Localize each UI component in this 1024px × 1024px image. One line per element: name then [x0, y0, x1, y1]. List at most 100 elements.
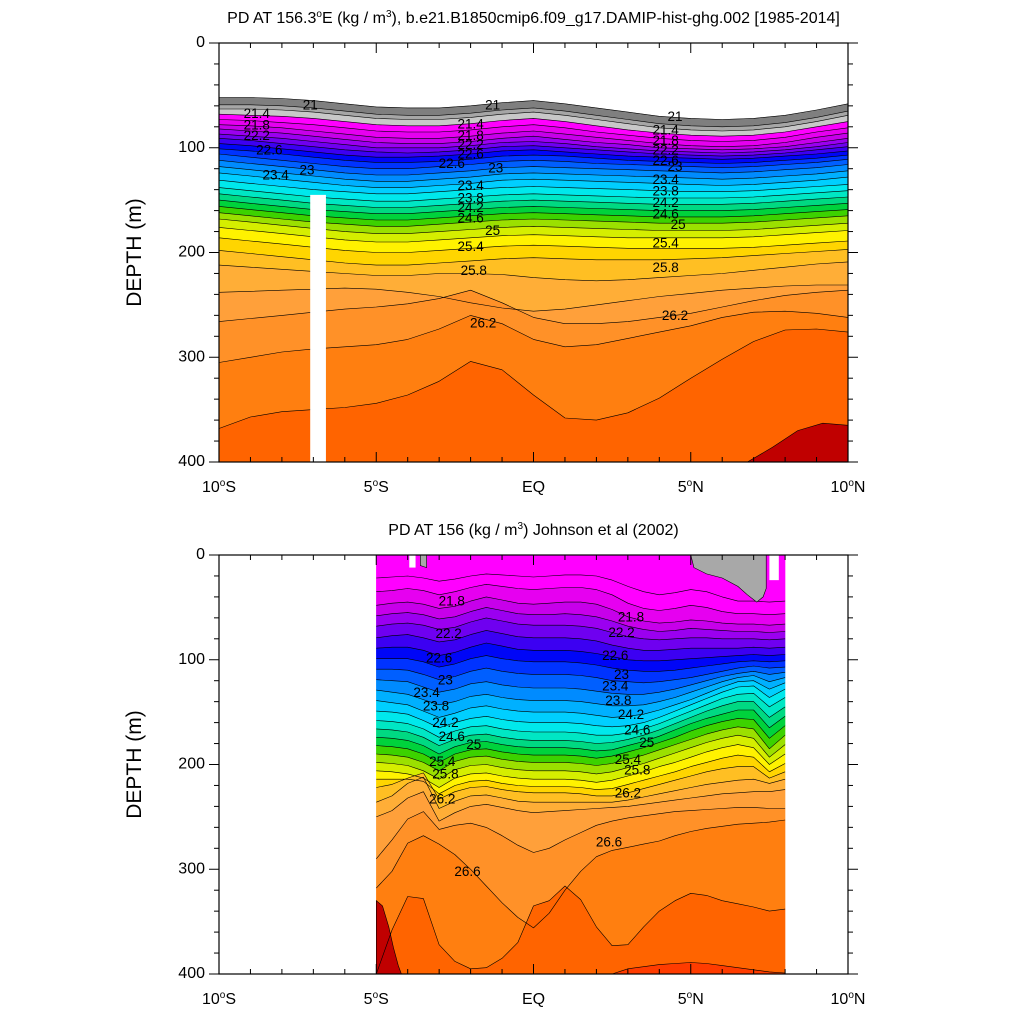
- top-contour-21.8: [218, 124, 849, 147]
- top-contour-label: 21.8: [244, 117, 270, 132]
- bottom-contour-23: [376, 655, 786, 672]
- top-contour-23.8: [218, 179, 849, 195]
- top-contour-label: 24.6: [457, 211, 483, 226]
- bottom-contour-23.2: [376, 665, 786, 684]
- top-contour-label: 23.8: [652, 183, 678, 198]
- bottom-x-tick-label: 5oN: [678, 990, 704, 1008]
- bottom-contour-26.4: [376, 807, 786, 859]
- bottom-contour-label: 26.2: [615, 785, 641, 800]
- bottom-contour-26: [376, 776, 786, 809]
- top-contour-label: 21: [485, 97, 500, 112]
- top-contour-fills: [218, 97, 849, 463]
- bottom-contour-label: 22.2: [608, 625, 634, 640]
- bottom-contour-label: 25.8: [624, 762, 650, 777]
- bottom-contour-25.6: [376, 754, 786, 795]
- bottom-contour-23.4: [376, 671, 786, 695]
- top-contour-22: [218, 128, 849, 151]
- top-contour-20.8: [219, 97, 849, 120]
- bottom-contour-24.6: [376, 709, 786, 755]
- bottom-gray-patch-1: [690, 554, 767, 603]
- top-contour-label: 25: [485, 223, 500, 238]
- top-contour-23.4: [218, 166, 849, 182]
- bottom-contour-lines: [376, 573, 786, 975]
- bottom-contour-23.8: [376, 680, 786, 718]
- bottom-contour-21.6: [376, 573, 786, 603]
- bottom-contour-26.8: [376, 885, 786, 975]
- bottom-y-tick-label: 100: [178, 651, 205, 668]
- top-panel: 2121.421.822.222.62323.42121.421.822.222…: [123, 9, 865, 496]
- bottom-contour-label: 24.2: [618, 707, 644, 722]
- bottom-contour-labels: 21.822.222.62323.423.824.224.62525.425.8…: [413, 594, 654, 879]
- bottom-contour-label: 21.8: [439, 594, 465, 609]
- top-contour-label: 23.4: [457, 178, 484, 193]
- bottom-contour-label: 26.2: [429, 792, 455, 807]
- bottom-contour-label: 26.6: [454, 864, 480, 879]
- bottom-contour-24: [376, 685, 786, 729]
- bottom-contour-label: 23.4: [602, 679, 629, 694]
- top-x-tick-label: 5oN: [678, 478, 704, 496]
- top-contour-label: 23: [300, 162, 315, 177]
- top-contour-label: 24.2: [652, 195, 678, 210]
- bottom-y-tick-label: 200: [178, 756, 205, 773]
- top-contour-labels: 2121.421.822.222.62323.42121.421.822.222…: [244, 97, 689, 330]
- top-contour-23: [218, 153, 849, 169]
- bottom-ticks: 0 100 200 300 400 10oS 5oS EQ 5oN 10oN: [178, 546, 865, 1008]
- top-contour-label: 26.2: [662, 308, 688, 323]
- top-contour-21: [219, 104, 849, 128]
- top-contour-22.6: [218, 143, 849, 160]
- top-contour-label: 22.6: [652, 153, 678, 168]
- bottom-contour-23.6: [376, 675, 786, 707]
- bottom-contour-22.8: [376, 642, 786, 662]
- bottom-gray-patch-0: [420, 554, 427, 569]
- bottom-contour-label: 25.8: [432, 767, 458, 782]
- top-contour-label: 23.4: [262, 168, 289, 183]
- bottom-contour-24.8: [376, 718, 786, 763]
- bottom-contour-label: 25: [466, 737, 481, 752]
- bottom-contour-26.6: [376, 819, 786, 929]
- bottom-missing-data-0: [409, 555, 416, 568]
- bottom-chart-title: PD AT 156 (kg / m3) Johnson et al (2002): [388, 521, 678, 539]
- top-ticks: 0 100 200 300 400 10oS 5oS EQ 5oN 10oN: [178, 34, 865, 496]
- top-contour-label: 23: [668, 159, 683, 174]
- bottom-contour-label: 22.6: [426, 650, 452, 665]
- top-contour-label: 22.6: [439, 156, 465, 171]
- bottom-contour-label: 23: [614, 667, 629, 682]
- top-contour-label: 21.4: [457, 116, 484, 131]
- top-contour-label: 21.8: [652, 133, 678, 148]
- top-contour-label: 25.8: [652, 260, 678, 275]
- top-contour-label: 25: [671, 217, 686, 232]
- top-contour-label: 21: [303, 97, 318, 112]
- top-contour-label: 22.6: [457, 147, 483, 162]
- top-contour-label: 25.8: [461, 263, 487, 278]
- top-y-tick-label: 100: [178, 139, 205, 156]
- top-contour-label: 23: [488, 160, 503, 175]
- bottom-contour-label: 23: [438, 672, 453, 687]
- top-x-tick-label: 5oS: [364, 478, 389, 496]
- bottom-contour-label: 24.6: [439, 729, 465, 744]
- top-contour-label: 25.4: [457, 239, 484, 254]
- bottom-y-tick-label: 300: [178, 860, 205, 877]
- bottom-y-tick-label: 0: [196, 546, 205, 563]
- top-contour-22.2: [218, 133, 849, 154]
- bottom-contour-22: [376, 596, 786, 626]
- top-contour-21.6: [218, 119, 849, 142]
- top-y-tick-label: 400: [178, 453, 205, 470]
- top-missing-data-0: [310, 194, 326, 462]
- top-contour-label: 24.2: [457, 200, 483, 215]
- top-contour-22.8: [218, 148, 849, 164]
- top-x-tick-label: EQ: [522, 479, 545, 496]
- top-contour-label: 24.6: [652, 206, 678, 221]
- bottom-contour-label: 25: [639, 735, 654, 750]
- bottom-contour-label: 23.8: [423, 698, 449, 713]
- top-contour-21.2: [219, 108, 849, 132]
- bottom-contour-label: 22.2: [435, 626, 461, 641]
- top-y-axis-label: DEPTH (m): [123, 198, 146, 307]
- bottom-contour-label: 21.8: [618, 609, 644, 624]
- top-contour-label: 26.2: [470, 315, 496, 330]
- bottom-contour-label: 26.6: [596, 835, 622, 850]
- top-contour-label: 22.2: [457, 137, 483, 152]
- bottom-contour-24.4: [376, 701, 786, 746]
- bottom-contour-label: 23.4: [413, 685, 440, 700]
- top-chart-title: PD AT 156.3oE (kg / m3), b.e21.B1850cmip…: [227, 9, 840, 27]
